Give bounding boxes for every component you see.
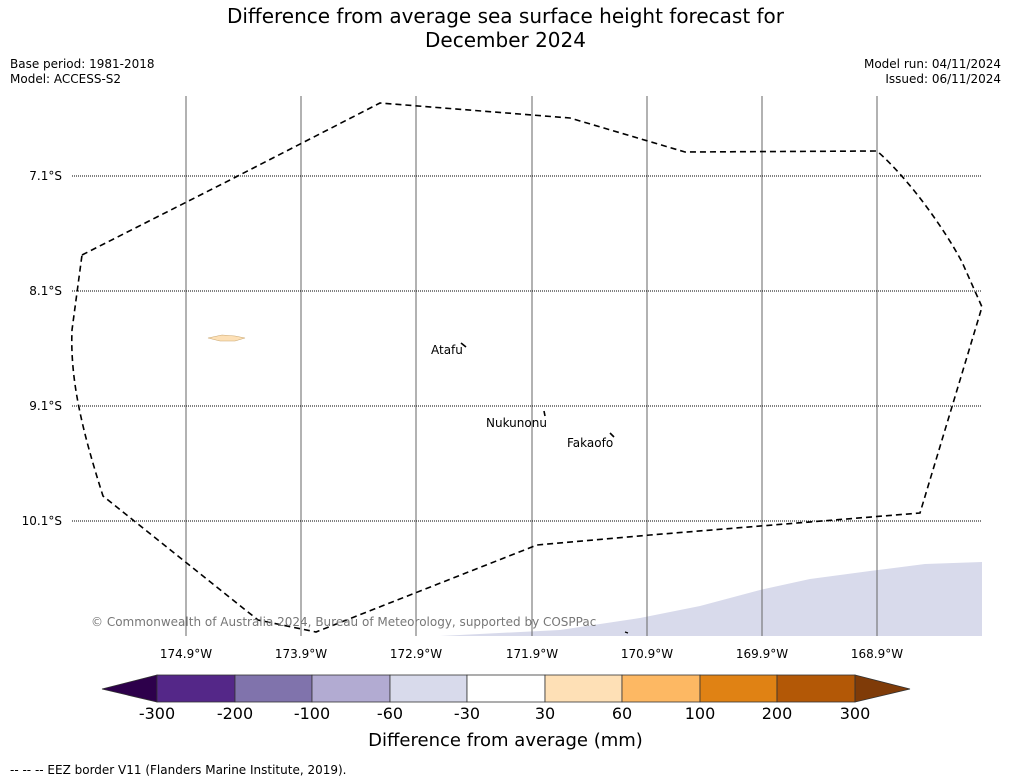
- colorbar-tick: 300: [839, 704, 871, 723]
- lon-label: 170.9°W: [620, 647, 674, 661]
- issued-date: Issued: 06/11/2024: [885, 72, 1001, 86]
- eez-border: [70, 102, 983, 633]
- colorbar-tick: -30: [453, 704, 481, 723]
- place-label-nukunonu: Nukunonu: [486, 416, 547, 430]
- lon-label: 174.9°W: [159, 647, 213, 661]
- colorbar-tick: 30: [534, 704, 556, 723]
- colorbar-segment: [389, 674, 468, 703]
- land-shape: [207, 334, 246, 342]
- title-line-1: Difference from average sea surface heig…: [226, 4, 785, 28]
- lon-label: 169.9°W: [735, 647, 789, 661]
- colorbar-title: Difference from average (mm): [368, 730, 643, 751]
- colorbar-tick: -100: [293, 704, 331, 723]
- meta-right: Model run: 04/11/2024 Issued: 06/11/2024: [864, 57, 1001, 87]
- title-line-2: December 2024: [425, 28, 586, 52]
- model-run: Model run: 04/11/2024: [863, 57, 1001, 71]
- atafu-island: [460, 342, 467, 348]
- lat-label: 9.1°S: [29, 399, 62, 413]
- small-island: [624, 631, 629, 634]
- base-period: Base period: 1981-2018: [10, 57, 155, 71]
- colorbar-segment: [311, 674, 391, 703]
- latitude-grid: [72, 175, 982, 522]
- sea-anomaly-region: [440, 562, 982, 636]
- nukunonu-island: [543, 410, 546, 417]
- colorbar-segment: [621, 674, 701, 703]
- lon-label: 171.9°W: [505, 647, 559, 661]
- colorbar-tick: 60: [611, 704, 633, 723]
- lon-label: 168.9°W: [850, 647, 904, 661]
- lat-label: 10.1°S: [21, 514, 62, 528]
- colorbar-tick: -200: [216, 704, 254, 723]
- colorbar-tick: -60: [376, 704, 404, 723]
- meta-left: Base period: 1981-2018 Model: ACCESS-S2: [10, 57, 155, 87]
- colorbar-segment: [234, 674, 313, 703]
- colorbar-segment: [544, 674, 623, 703]
- colorbar-segment: [466, 674, 546, 703]
- colorbar: [101, 674, 911, 703]
- colorbar-right-extension: [854, 674, 911, 703]
- eez-footnote: -- -- -- EEZ border V11 (Flanders Marine…: [10, 763, 347, 777]
- map-title: Difference from average sea surface heig…: [0, 4, 1011, 52]
- place-label-fakaofo: Fakaofo: [567, 436, 613, 450]
- colorbar-tick: -300: [138, 704, 176, 723]
- lon-label: 173.9°W: [274, 647, 328, 661]
- longitude-grid: [185, 96, 878, 636]
- lat-label: 8.1°S: [29, 284, 62, 298]
- model-name: Model: ACCESS-S2: [10, 72, 122, 86]
- copyright-text: © Commonwealth of Australia 2024, Bureau…: [91, 615, 596, 629]
- colorbar-segment: [699, 674, 778, 703]
- colorbar-tick: 100: [684, 704, 716, 723]
- lat-label: 7.1°S: [29, 169, 62, 183]
- lon-label: 172.9°W: [389, 647, 443, 661]
- fakaofo-island: [609, 432, 615, 438]
- colorbar-tick: 200: [761, 704, 793, 723]
- colorbar-segment: [156, 674, 236, 703]
- colorbar-segment: [776, 674, 856, 703]
- colorbar-left-extension: [101, 674, 158, 703]
- place-label-atafu: Atafu: [431, 343, 463, 357]
